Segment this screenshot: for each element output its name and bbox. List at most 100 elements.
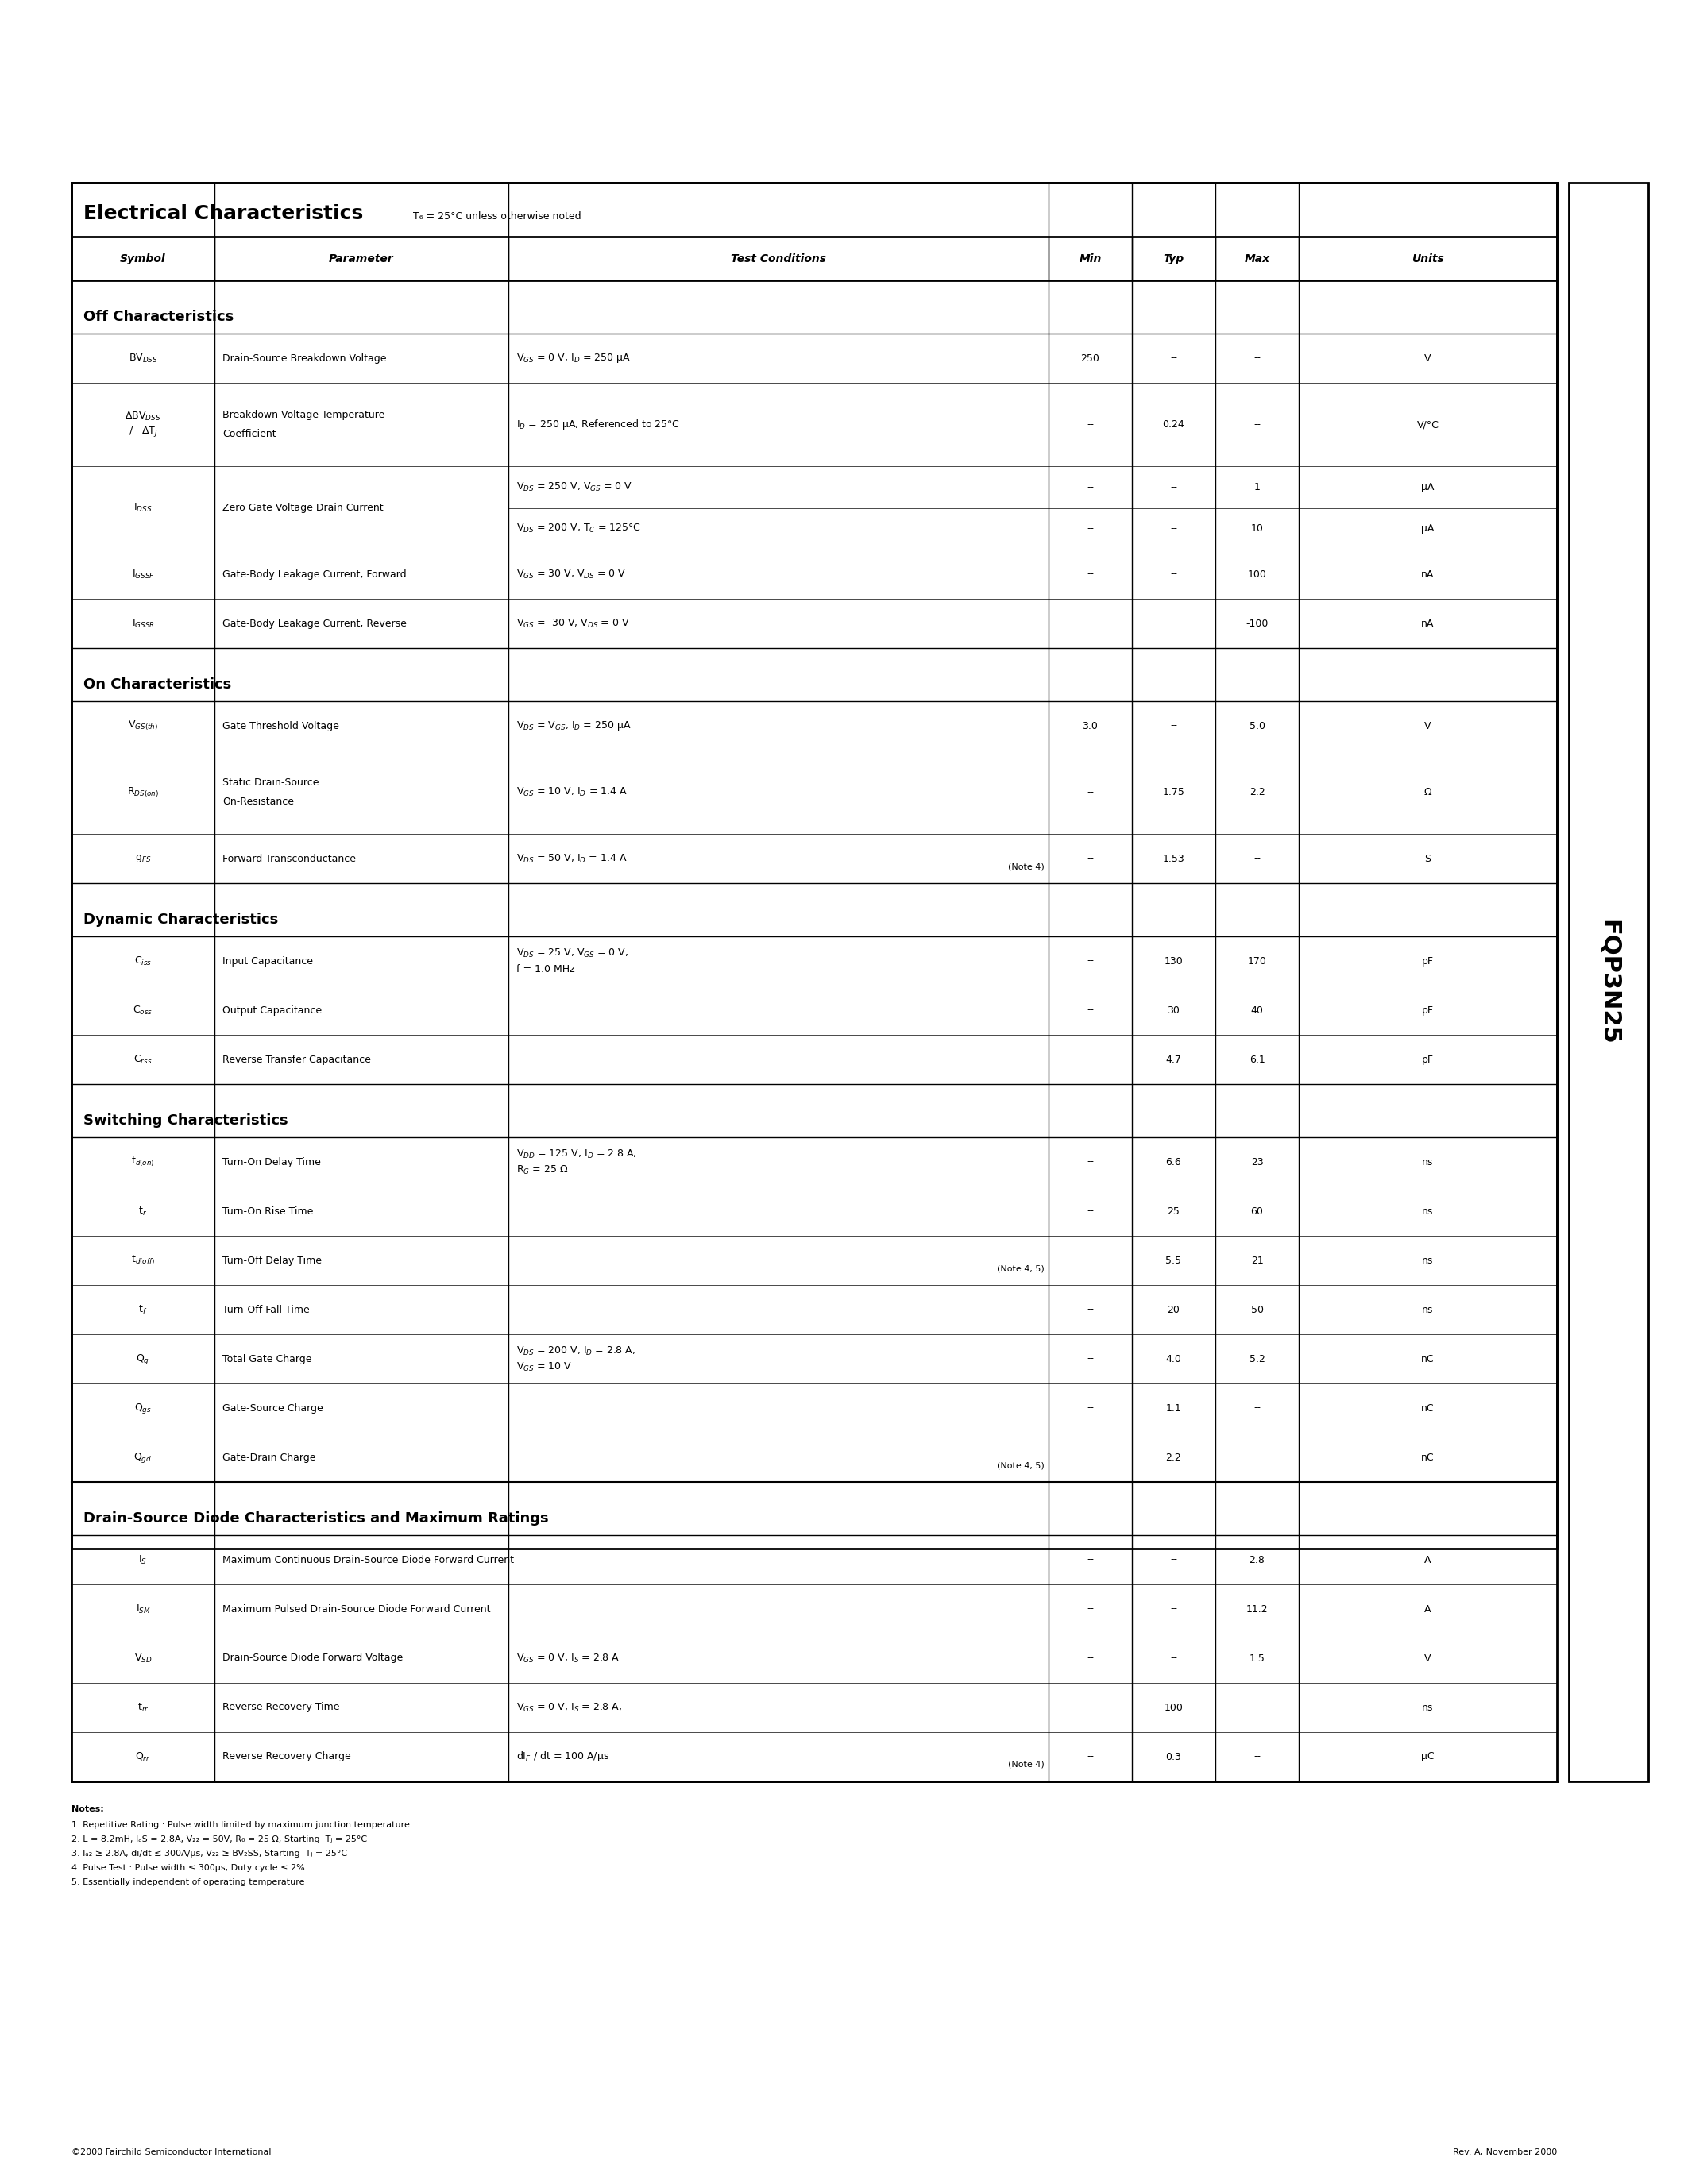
- Text: Units: Units: [1411, 253, 1443, 264]
- Text: --: --: [1254, 1752, 1261, 1762]
- Text: --: --: [1087, 1304, 1094, 1315]
- Text: --: --: [1087, 854, 1094, 863]
- Text: ©2000 Fairchild Semiconductor International: ©2000 Fairchild Semiconductor Internatio…: [71, 2149, 272, 2156]
- Text: 3.0: 3.0: [1082, 721, 1099, 732]
- Text: 250: 250: [1080, 354, 1101, 363]
- Text: --: --: [1087, 1701, 1094, 1712]
- Bar: [71, 183, 1556, 1548]
- Text: Input Capacitance: Input Capacitance: [223, 957, 312, 965]
- Text: Dynamic Characteristics: Dynamic Characteristics: [83, 913, 279, 926]
- Text: --: --: [1087, 786, 1094, 797]
- Text: Maximum Pulsed Drain-Source Diode Forward Current: Maximum Pulsed Drain-Source Diode Forwar…: [223, 1603, 491, 1614]
- Text: --: --: [1087, 1752, 1094, 1762]
- Text: t$_{rr}$: t$_{rr}$: [137, 1701, 149, 1714]
- Text: 23: 23: [1251, 1158, 1263, 1166]
- Text: --: --: [1087, 1005, 1094, 1016]
- Text: 3. Iₐ₂ ≥ 2.8A, di/dt ≤ 300A/μs, V₂₂ ≥ BV₂SS, Starting  Tⱼ = 25°C: 3. Iₐ₂ ≥ 2.8A, di/dt ≤ 300A/μs, V₂₂ ≥ BV…: [71, 1850, 348, 1859]
- Text: --: --: [1170, 1555, 1177, 1566]
- Text: Min: Min: [1079, 253, 1102, 264]
- Text: nC: nC: [1421, 1452, 1435, 1463]
- Text: --: --: [1170, 524, 1177, 533]
- Text: Coefficient: Coefficient: [223, 428, 277, 439]
- Text: I$_{DSS}$: I$_{DSS}$: [133, 502, 152, 513]
- Text: ns: ns: [1421, 1206, 1433, 1216]
- Text: Switching Characteristics: Switching Characteristics: [83, 1114, 289, 1127]
- Text: Maximum Continuous Drain-Source Diode Forward Current: Maximum Continuous Drain-Source Diode Fo…: [223, 1555, 513, 1566]
- Text: 60: 60: [1251, 1206, 1263, 1216]
- Text: Gate Threshold Voltage: Gate Threshold Voltage: [223, 721, 339, 732]
- Text: Symbol: Symbol: [120, 253, 165, 264]
- Text: 0.3: 0.3: [1166, 1752, 1182, 1762]
- Text: 10: 10: [1251, 524, 1263, 533]
- Text: 0.24: 0.24: [1163, 419, 1185, 430]
- Text: Turn-Off Fall Time: Turn-Off Fall Time: [223, 1304, 309, 1315]
- Text: Gate-Drain Charge: Gate-Drain Charge: [223, 1452, 316, 1463]
- Text: Gate-Body Leakage Current, Forward: Gate-Body Leakage Current, Forward: [223, 570, 407, 579]
- Text: (Note 4, 5): (Note 4, 5): [998, 1461, 1045, 1470]
- Text: Turn-On Rise Time: Turn-On Rise Time: [223, 1206, 314, 1216]
- Text: -100: -100: [1246, 618, 1268, 629]
- Text: 4. Pulse Test : Pulse width ≤ 300μs, Duty cycle ≤ 2%: 4. Pulse Test : Pulse width ≤ 300μs, Dut…: [71, 1863, 306, 1872]
- Text: FQP3N25: FQP3N25: [1597, 919, 1620, 1044]
- Text: 6.6: 6.6: [1166, 1158, 1182, 1166]
- Text: nA: nA: [1421, 618, 1435, 629]
- Text: 1. Repetitive Rating : Pulse width limited by maximum junction temperature: 1. Repetitive Rating : Pulse width limit…: [71, 1821, 410, 1828]
- Text: (Note 4): (Note 4): [1008, 863, 1045, 871]
- Text: --: --: [1087, 1158, 1094, 1166]
- Text: V$_{GS(th)}$: V$_{GS(th)}$: [128, 719, 159, 732]
- Text: --: --: [1087, 1206, 1094, 1216]
- Bar: [71, 183, 1556, 1782]
- Text: V: V: [1425, 1653, 1431, 1664]
- Text: Static Drain-Source: Static Drain-Source: [223, 778, 319, 788]
- Text: 170: 170: [1247, 957, 1266, 965]
- Text: C$_{iss}$: C$_{iss}$: [133, 954, 152, 968]
- Text: --: --: [1087, 483, 1094, 491]
- Text: V$_{SD}$: V$_{SD}$: [133, 1653, 152, 1664]
- Text: --: --: [1254, 1452, 1261, 1463]
- Text: V$_{DS}$ = 50 V, I$_D$ = 1.4 A: V$_{DS}$ = 50 V, I$_D$ = 1.4 A: [517, 852, 628, 865]
- Text: V$_{GS}$ = 10 V, I$_D$ = 1.4 A: V$_{GS}$ = 10 V, I$_D$ = 1.4 A: [517, 786, 628, 797]
- Text: Drain-Source Diode Characteristics and Maximum Ratings: Drain-Source Diode Characteristics and M…: [83, 1511, 549, 1527]
- Text: nA: nA: [1421, 570, 1435, 579]
- Text: 1.53: 1.53: [1163, 854, 1185, 863]
- Text: t$_{d(off)}$: t$_{d(off)}$: [132, 1254, 155, 1267]
- Text: 5.2: 5.2: [1249, 1354, 1264, 1365]
- Text: Parameter: Parameter: [329, 253, 393, 264]
- Text: μC: μC: [1421, 1752, 1435, 1762]
- Text: 11.2: 11.2: [1246, 1603, 1268, 1614]
- Text: --: --: [1087, 419, 1094, 430]
- Text: Q$_{rr}$: Q$_{rr}$: [135, 1752, 150, 1762]
- Text: I$_S$: I$_S$: [138, 1553, 147, 1566]
- Text: V$_{DS}$ = 200 V, T$_C$ = 125°C: V$_{DS}$ = 200 V, T$_C$ = 125°C: [517, 522, 641, 535]
- Text: 5.0: 5.0: [1249, 721, 1264, 732]
- Text: On-Resistance: On-Resistance: [223, 797, 294, 806]
- Text: --: --: [1254, 1402, 1261, 1413]
- Text: Q$_g$: Q$_g$: [137, 1352, 150, 1365]
- Text: --: --: [1254, 854, 1261, 863]
- Text: pF: pF: [1421, 957, 1433, 965]
- Text: (Note 4, 5): (Note 4, 5): [998, 1265, 1045, 1273]
- Text: V$_{DD}$ = 125 V, I$_D$ = 2.8 A,: V$_{DD}$ = 125 V, I$_D$ = 2.8 A,: [517, 1149, 636, 1160]
- Text: Electrical Characteristics: Electrical Characteristics: [83, 203, 363, 223]
- Text: 1.1: 1.1: [1166, 1402, 1182, 1413]
- Text: --: --: [1087, 1055, 1094, 1064]
- Text: Ω: Ω: [1425, 786, 1431, 797]
- Text: V$_{GS}$ = -30 V, V$_{DS}$ = 0 V: V$_{GS}$ = -30 V, V$_{DS}$ = 0 V: [517, 618, 630, 629]
- Text: C$_{oss}$: C$_{oss}$: [133, 1005, 154, 1016]
- Text: dI$_F$ / dt = 100 A/μs: dI$_F$ / dt = 100 A/μs: [517, 1749, 609, 1762]
- Text: pF: pF: [1421, 1005, 1433, 1016]
- Text: nC: nC: [1421, 1402, 1435, 1413]
- Text: --: --: [1170, 1603, 1177, 1614]
- Text: V$_{GS}$ = 10 V: V$_{GS}$ = 10 V: [517, 1361, 572, 1374]
- Text: (Note 4): (Note 4): [1008, 1760, 1045, 1769]
- Text: ns: ns: [1421, 1158, 1433, 1166]
- Text: T₆ = 25°C unless otherwise noted: T₆ = 25°C unless otherwise noted: [414, 212, 581, 221]
- Text: --: --: [1087, 524, 1094, 533]
- Text: Turn-Off Delay Time: Turn-Off Delay Time: [223, 1256, 322, 1265]
- Text: Breakdown Voltage Temperature: Breakdown Voltage Temperature: [223, 411, 385, 419]
- Text: Gate-Source Charge: Gate-Source Charge: [223, 1402, 322, 1413]
- Text: V$_{GS}$ = 0 V, I$_S$ = 2.8 A,: V$_{GS}$ = 0 V, I$_S$ = 2.8 A,: [517, 1701, 623, 1714]
- Text: --: --: [1170, 618, 1177, 629]
- Text: nC: nC: [1421, 1354, 1435, 1365]
- Text: --: --: [1087, 1354, 1094, 1365]
